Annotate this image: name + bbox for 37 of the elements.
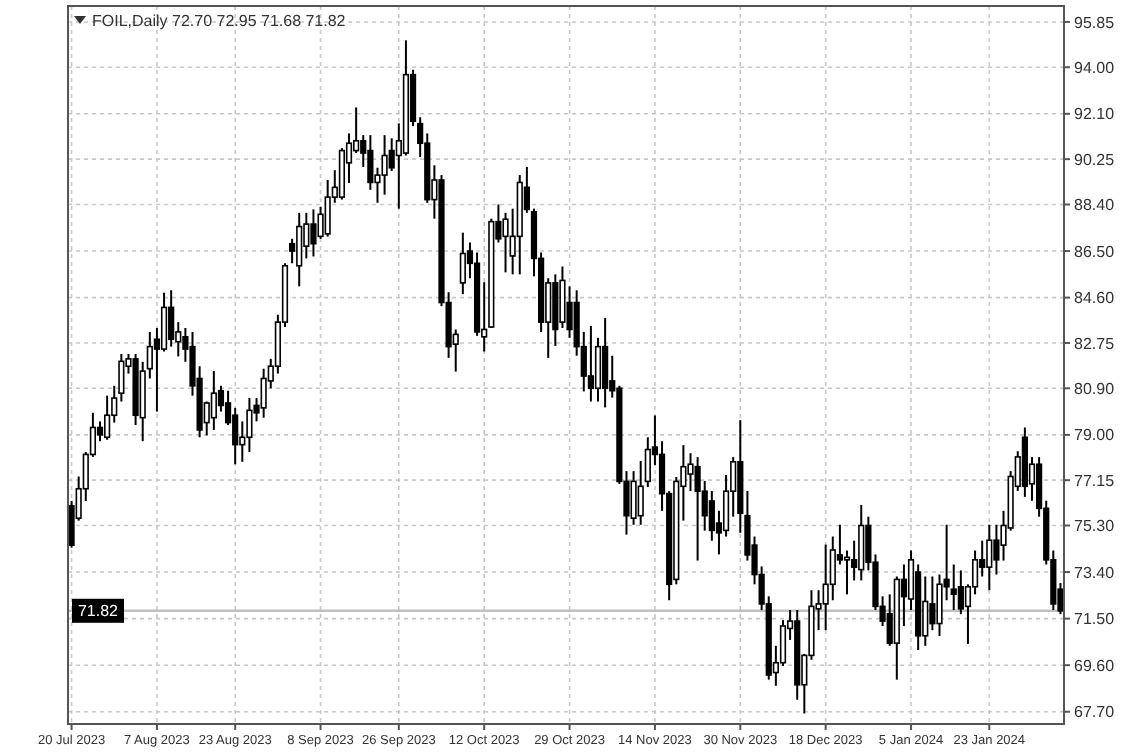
candlestick <box>843 549 851 596</box>
candlestick <box>858 503 865 582</box>
candlestick <box>502 211 509 274</box>
y-tick-label: 77.15 <box>1074 471 1116 490</box>
candlestick <box>168 289 175 348</box>
y-tick-label: 67.70 <box>1074 703 1116 722</box>
candlestick <box>210 370 217 431</box>
candlestick <box>922 575 929 647</box>
candlestick <box>929 575 936 632</box>
candlestick <box>381 134 388 196</box>
y-tick-label: 90.25 <box>1074 150 1116 169</box>
y-tick-label: 69.60 <box>1074 656 1116 675</box>
candlestick <box>602 316 609 409</box>
candlestick <box>986 523 993 592</box>
candlestick <box>694 456 701 562</box>
y-tick-label: 86.50 <box>1074 242 1116 261</box>
candlestick <box>260 367 267 419</box>
chart-title: FOIL,Daily 72.70 72.95 71.68 71.82 <box>92 12 347 30</box>
candlestick <box>822 543 829 632</box>
y-tick-label: 94.00 <box>1074 58 1116 77</box>
y-tick-label: 95.85 <box>1074 13 1116 32</box>
y-tick-label: 92.10 <box>1074 105 1116 124</box>
candlestick <box>310 208 317 258</box>
candlestick <box>324 178 331 238</box>
y-tick-label: 73.40 <box>1074 563 1116 582</box>
candlestick <box>296 211 303 288</box>
y-tick-label: 84.60 <box>1074 289 1116 308</box>
candlestick <box>459 231 466 296</box>
y-tick-label: 88.40 <box>1074 196 1116 215</box>
y-tick-label: 82.75 <box>1074 334 1116 353</box>
candlestick <box>104 394 111 441</box>
y-tick-label: 71.50 <box>1074 610 1116 629</box>
y-tick-label: 79.00 <box>1074 426 1116 445</box>
y-tick-label: 75.30 <box>1074 517 1116 536</box>
candlestick <box>587 325 595 403</box>
y-tick-label: 80.90 <box>1074 379 1116 398</box>
ref-line-label: 71.82 <box>77 602 120 621</box>
